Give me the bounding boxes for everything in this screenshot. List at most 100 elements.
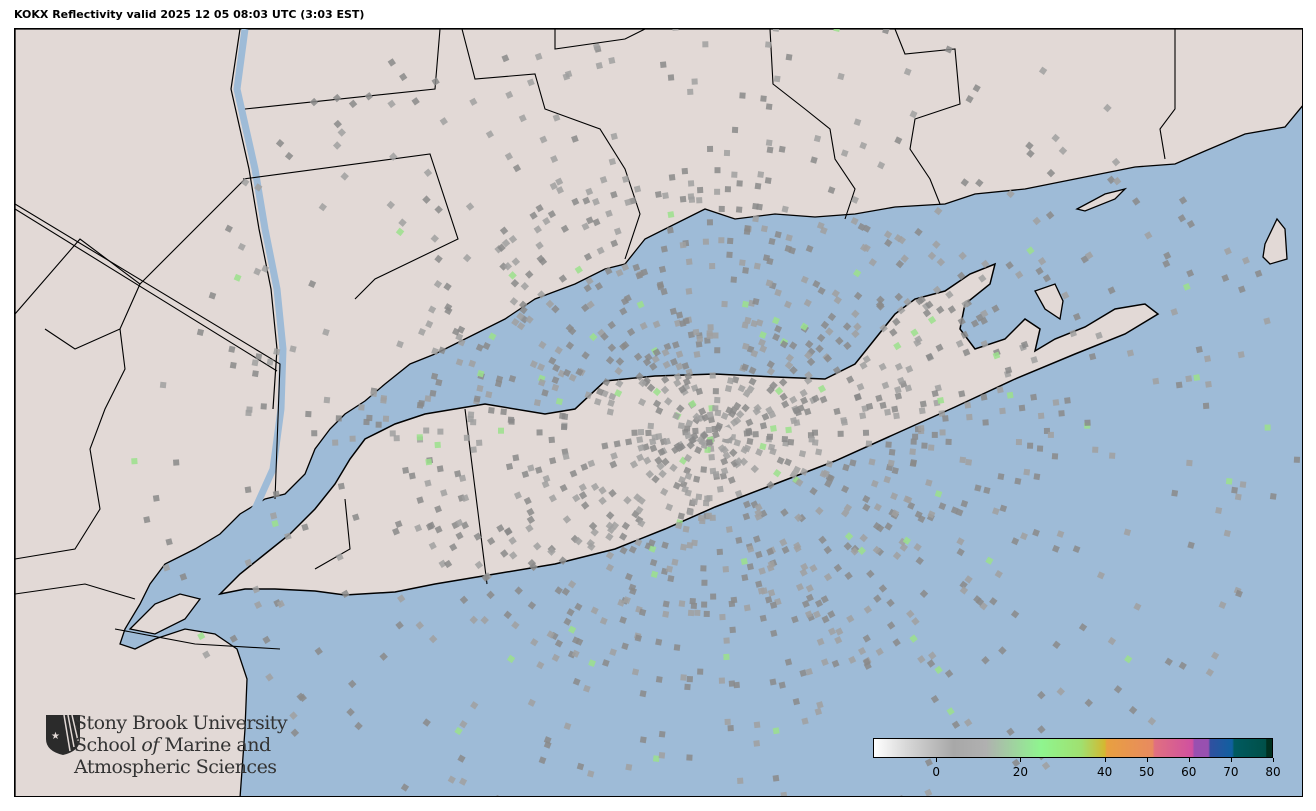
echo-pixel <box>863 661 872 670</box>
echo-pixel <box>726 377 735 385</box>
echo-pixel <box>939 429 946 436</box>
colorbar-tick <box>1188 758 1190 762</box>
echo-pixel <box>658 730 666 738</box>
echo-pixel <box>795 583 804 592</box>
echo-pixel <box>746 385 755 394</box>
echo-pixel <box>695 387 704 396</box>
logo-text-italic: of <box>141 734 159 756</box>
echo-pixel <box>661 457 670 467</box>
echo-pixel <box>765 596 773 604</box>
echo-pixel <box>533 542 542 551</box>
echo-pixel <box>899 543 908 552</box>
echo-pixel <box>584 391 593 400</box>
echo-pixel <box>809 486 818 496</box>
echo-pixel <box>875 300 885 309</box>
echo-pixel <box>416 434 423 441</box>
echo-pixel <box>706 332 713 340</box>
echo-pixel <box>652 387 662 397</box>
echo-pixel <box>960 178 970 187</box>
echo-pixel <box>999 407 1006 415</box>
echo-pixel <box>379 652 388 661</box>
echo-pixel <box>637 444 645 452</box>
echo-pixel <box>469 615 478 625</box>
radar-echoes <box>131 29 1301 796</box>
echo-pixel <box>834 636 843 645</box>
echo-pixel <box>593 43 601 51</box>
echo-pixel <box>610 452 618 460</box>
echo-pixel <box>800 396 809 405</box>
echo-pixel <box>959 580 968 590</box>
echo-pixel <box>551 653 560 662</box>
echo-pixel <box>794 513 803 522</box>
echo-pixel <box>559 483 568 493</box>
echo-pixel <box>650 570 659 579</box>
echo-pixel <box>485 390 493 399</box>
echo-pixel <box>823 545 832 555</box>
echo-pixel <box>613 440 621 448</box>
echo-pixel <box>801 600 810 608</box>
echo-pixel <box>458 777 468 786</box>
echo-pixel <box>467 416 474 423</box>
echo-pixel <box>539 135 548 144</box>
echo-pixel <box>963 718 973 727</box>
echo-pixel <box>1051 544 1060 553</box>
echo-pixel <box>900 254 909 263</box>
echo-pixel <box>480 615 489 625</box>
echo-pixel <box>605 209 613 218</box>
echo-pixel <box>387 58 396 67</box>
echo-pixel <box>965 95 974 104</box>
echo-pixel <box>881 381 890 390</box>
echo-pixel <box>392 527 400 536</box>
echo-pixel <box>851 309 860 319</box>
echo-pixel <box>758 338 766 347</box>
echo-pixel <box>687 609 695 617</box>
echo-pixel <box>803 298 812 308</box>
echo-pixel <box>784 458 792 467</box>
echo-pixel <box>566 608 575 617</box>
echo-pixel <box>945 438 952 446</box>
echo-pixel <box>673 644 681 651</box>
echo-pixel <box>525 315 534 324</box>
echo-pixel <box>284 532 292 541</box>
echo-pixel <box>1223 529 1231 537</box>
echo-pixel <box>726 251 733 259</box>
echo-pixel <box>683 425 691 432</box>
echo-pixel <box>534 52 543 61</box>
radar-map[interactable] <box>14 28 1303 797</box>
echo-pixel <box>552 363 561 373</box>
echo-pixel <box>894 362 903 371</box>
echo-pixel <box>229 634 238 643</box>
echo-pixel <box>681 362 690 370</box>
echo-pixel <box>482 341 491 350</box>
echo-pixel <box>755 319 764 327</box>
echo-pixel <box>1045 211 1055 220</box>
echo-pixel <box>633 185 642 193</box>
echo-pixel <box>582 196 591 205</box>
echo-pixel <box>228 345 236 353</box>
echo-pixel <box>919 400 927 408</box>
echo-pixel <box>551 376 560 384</box>
echo-pixel <box>959 586 969 595</box>
echo-pixel <box>574 265 583 274</box>
echo-pixel <box>415 621 425 630</box>
echo-pixel <box>625 763 633 771</box>
echo-pixel <box>660 487 669 496</box>
echo-pixel <box>721 300 728 308</box>
echo-pixel <box>702 238 709 245</box>
echo-pixel <box>318 202 328 212</box>
echo-pixel <box>731 375 740 384</box>
echo-pixel <box>595 62 603 70</box>
echo-pixel <box>535 204 544 213</box>
echo-pixel <box>366 414 373 422</box>
echo-pixel <box>684 431 692 440</box>
echo-pixel <box>706 219 713 226</box>
echo-pixel <box>755 448 764 457</box>
echo-pixel <box>640 268 649 277</box>
echo-pixel <box>1234 493 1242 501</box>
echo-pixel <box>857 222 866 232</box>
map-canvas <box>15 29 1302 796</box>
echo-pixel <box>546 630 555 639</box>
echo-pixel <box>862 634 871 643</box>
echo-pixel <box>752 215 760 223</box>
echo-pixel <box>1020 532 1028 541</box>
